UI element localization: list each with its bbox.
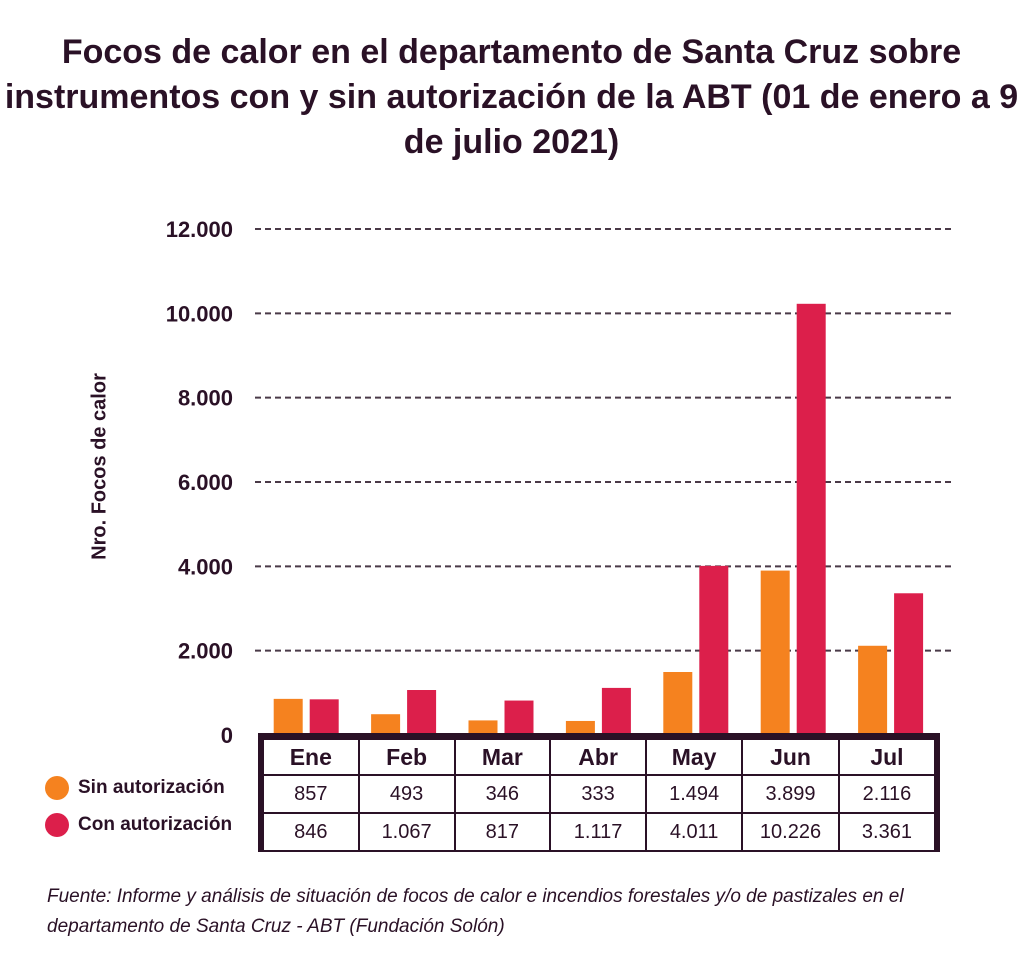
- source-note: Fuente: Informe y análisis de situación …: [47, 886, 904, 937]
- y-tick-label: 8.000: [178, 386, 233, 411]
- bar-sin-may: [663, 672, 693, 735]
- legend-label: Sin autorización: [78, 777, 225, 798]
- legend-item-sin: Sin autorización: [45, 776, 225, 800]
- bar-sin-ene: [273, 698, 303, 735]
- bar-con-jun: [796, 303, 826, 735]
- data-label: 346: [453, 774, 552, 814]
- x-tick-label: Abr: [549, 735, 648, 776]
- y-tick-label: 12.000: [166, 217, 233, 242]
- data-label: 817: [453, 812, 552, 852]
- legend-swatch: [45, 813, 69, 837]
- x-tick-label: Jul: [837, 735, 939, 776]
- x-tick-label: Mar: [453, 735, 552, 776]
- x-tick-label: May: [645, 735, 744, 776]
- legend-label: Con autorización: [78, 814, 233, 835]
- bar-con-mar: [504, 700, 534, 735]
- bar-con-ene: [309, 699, 339, 735]
- bar-con-feb: [407, 690, 437, 735]
- data-label: 3.361: [837, 812, 939, 852]
- y-tick-label: 10.000: [166, 301, 233, 326]
- y-tick-label: 6.000: [178, 470, 233, 495]
- data-label: 857: [260, 774, 360, 814]
- legend-swatch: [45, 776, 69, 800]
- bar-sin-mar: [468, 720, 498, 735]
- chart-title: Focos de calor en el departamento de San…: [4, 33, 1019, 161]
- legend-item-con: Con autorización: [45, 813, 232, 837]
- data-label: 1.494: [645, 774, 744, 814]
- data-label: 1.067: [357, 812, 456, 852]
- bar-sin-jul: [858, 645, 888, 735]
- bar-con-may: [699, 565, 729, 735]
- y-tick-label: 2.000: [178, 639, 233, 664]
- data-label: 333: [549, 774, 648, 814]
- y-tick-label: 0: [221, 723, 233, 748]
- bar-con-jul: [894, 593, 924, 735]
- x-tick-label: Jun: [741, 735, 840, 776]
- data-label: 2.116: [837, 774, 939, 814]
- data-label: 493: [357, 774, 456, 814]
- x-tick-label: Feb: [357, 735, 456, 776]
- data-label: 3.899: [741, 774, 840, 814]
- bar-sin-feb: [371, 714, 401, 735]
- x-tick-label: Ene: [260, 735, 360, 776]
- data-table: Ene Feb Mar Abr May Jun Jul 857 493 346 333 1.494 3.…: [258, 733, 940, 852]
- y-tick-label: 4.000: [178, 554, 233, 579]
- y-axis-label: Nro. Focos de calor: [88, 373, 111, 560]
- data-label: 10.226: [741, 812, 840, 852]
- bar-sin-jun: [760, 570, 790, 735]
- data-label: 4.011: [645, 812, 744, 852]
- data-label: 1.117: [549, 812, 648, 852]
- bar-con-abr: [601, 687, 631, 735]
- data-label: 846: [260, 812, 360, 852]
- bar-sin-abr: [565, 720, 595, 735]
